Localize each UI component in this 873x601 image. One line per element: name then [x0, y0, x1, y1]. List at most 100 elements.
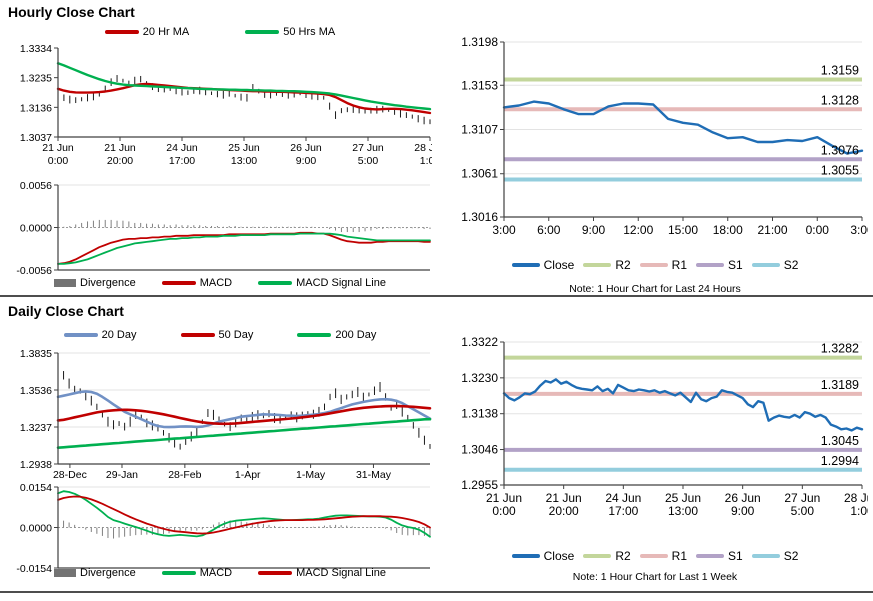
- svg-text:24 Jun: 24 Jun: [166, 142, 198, 154]
- svg-text:1.3107: 1.3107: [461, 123, 498, 137]
- line-swatch-icon: [297, 333, 332, 337]
- svg-text:1.3189: 1.3189: [821, 378, 859, 392]
- line-swatch-icon: [104, 30, 139, 34]
- svg-text:17:00: 17:00: [169, 155, 195, 167]
- legend-label: MACD: [199, 277, 233, 289]
- legend-item-macd: MACD: [161, 567, 232, 579]
- svg-text:1.3045: 1.3045: [821, 434, 859, 448]
- svg-text:0:00: 0:00: [806, 223, 830, 237]
- legend-label: 20 Day: [101, 329, 137, 341]
- daily-ma-legend: 20 Day 50 Day 200 Day: [8, 329, 432, 341]
- svg-text:20:00: 20:00: [549, 504, 579, 518]
- legend-label: MACD Signal Line: [296, 567, 386, 579]
- svg-text:26 Jun: 26 Jun: [725, 491, 761, 505]
- legend-item-divergence: Divergence: [54, 567, 136, 579]
- hourly-pivot-note: Note: 1 Hour Chart for Last 24 Hours: [569, 283, 741, 295]
- legend-item-20-day: 20 Day: [63, 329, 137, 341]
- svg-text:1-May: 1-May: [296, 469, 326, 481]
- legend-item-r1: R1: [639, 549, 687, 563]
- legend-item-close: Close: [511, 258, 574, 272]
- legend-item-macd-signal: MACD Signal Line: [258, 567, 386, 579]
- hourly-ma-legend: 20 Hr MA 50 Hrs MA: [8, 26, 432, 38]
- section-divider: [0, 295, 873, 297]
- legend-label: Divergence: [80, 567, 136, 579]
- hourly-pivot-legend: Close R2 R1 S1 S2: [443, 258, 867, 272]
- svg-text:21 Jun: 21 Jun: [42, 142, 74, 154]
- svg-text:1.3046: 1.3046: [461, 443, 498, 457]
- svg-text:5:00: 5:00: [358, 155, 379, 167]
- svg-text:1.3282: 1.3282: [821, 342, 859, 356]
- legend-label: R1: [671, 258, 687, 272]
- line-swatch-icon: [639, 554, 668, 558]
- legend-label: R2: [615, 549, 631, 563]
- svg-text:28-Dec: 28-Dec: [53, 469, 87, 481]
- svg-text:1.3235: 1.3235: [20, 73, 52, 85]
- svg-text:1.3536: 1.3536: [20, 385, 52, 397]
- svg-text:1.3061: 1.3061: [461, 167, 498, 181]
- legend-item-s1: S1: [696, 549, 743, 563]
- svg-text:1.3159: 1.3159: [821, 64, 859, 78]
- hourly-section-title: Hourly Close Chart: [8, 4, 135, 20]
- svg-text:29-Jan: 29-Jan: [106, 469, 138, 481]
- svg-text:25 Jun: 25 Jun: [665, 491, 701, 505]
- line-swatch-icon: [258, 281, 293, 285]
- svg-text:1.2994: 1.2994: [821, 454, 859, 468]
- line-swatch-icon: [511, 263, 540, 267]
- svg-text:1.3136: 1.3136: [20, 102, 52, 114]
- daily-section-title: Daily Close Chart: [8, 303, 124, 319]
- legend-label: Close: [543, 549, 575, 563]
- legend-item-divergence: Divergence: [54, 277, 136, 289]
- bar-swatch-icon: [54, 279, 77, 287]
- line-swatch-icon: [161, 281, 196, 285]
- legend-item-close: Close: [511, 549, 575, 563]
- svg-text:1.3016: 1.3016: [461, 210, 498, 224]
- line-swatch-icon: [161, 571, 196, 575]
- svg-text:1.3198: 1.3198: [461, 35, 498, 49]
- legend-item-50-day: 50 Day: [180, 329, 254, 341]
- svg-text:21 Jun: 21 Jun: [486, 491, 522, 505]
- legend-label: 50 Hrs MA: [283, 26, 336, 38]
- line-swatch-icon: [245, 30, 280, 34]
- svg-text:28 Jun: 28 Jun: [844, 491, 868, 505]
- svg-text:18:00: 18:00: [713, 223, 743, 237]
- svg-text:1.3237: 1.3237: [20, 422, 52, 434]
- legend-item-r2: R2: [583, 258, 631, 272]
- svg-text:0:00: 0:00: [48, 155, 69, 167]
- legend-label: S1: [728, 549, 743, 563]
- daily-pivot-chart: 1.3322 1.3230 1.3138 1.3046 1.2955 21 Jun 0:00…: [440, 330, 868, 538]
- legend-label: S2: [783, 549, 799, 563]
- svg-text:1:00: 1:00: [850, 504, 868, 518]
- daily-macd-chart: 0.0154 0.0000 -0.0154: [8, 480, 432, 574]
- svg-text:17:00: 17:00: [608, 504, 638, 518]
- legend-item-s2: S2: [751, 258, 798, 272]
- svg-text:13:00: 13:00: [668, 504, 698, 518]
- svg-text:0:00: 0:00: [492, 504, 516, 518]
- svg-text:27 Jun: 27 Jun: [784, 491, 820, 505]
- svg-text:1.3835: 1.3835: [20, 348, 52, 360]
- legend-item-s1: S1: [696, 258, 743, 272]
- daily-pivot-note: Note: 1 Hour Chart for Last 1 Week: [572, 571, 738, 583]
- line-swatch-icon: [63, 333, 98, 337]
- svg-text:5:00: 5:00: [791, 504, 815, 518]
- legend-label: R2: [615, 258, 631, 272]
- legend-label: 20 Hr MA: [142, 26, 190, 38]
- legend-label: Divergence: [80, 277, 136, 289]
- legend-label: 50 Day: [218, 329, 254, 341]
- line-swatch-icon: [751, 554, 780, 558]
- legend-item-50-hrs-ma: 50 Hrs MA: [245, 26, 335, 38]
- svg-text:0.0154: 0.0154: [20, 482, 52, 494]
- svg-text:1-Apr: 1-Apr: [235, 469, 261, 481]
- svg-text:1.3138: 1.3138: [461, 407, 498, 421]
- legend-label: S1: [728, 258, 743, 272]
- legend-item-r2: R2: [583, 549, 631, 563]
- hourly-pivot-chart: 1.3198 1.3153 1.3107 1.3061 1.3016 3:00 6:00 9:…: [440, 28, 868, 254]
- svg-text:6:00: 6:00: [537, 223, 561, 237]
- hourly-price-chart: 1.3334 1.3235 1.3136 1.3037 21 Jun 0:00 21 Jun…: [8, 42, 432, 167]
- line-swatch-icon: [696, 263, 724, 267]
- svg-text:3:00: 3:00: [850, 223, 868, 237]
- legend-item-s2: S2: [751, 549, 799, 563]
- line-swatch-icon: [180, 333, 215, 337]
- svg-text:9:00: 9:00: [296, 155, 317, 167]
- line-swatch-icon: [583, 554, 612, 558]
